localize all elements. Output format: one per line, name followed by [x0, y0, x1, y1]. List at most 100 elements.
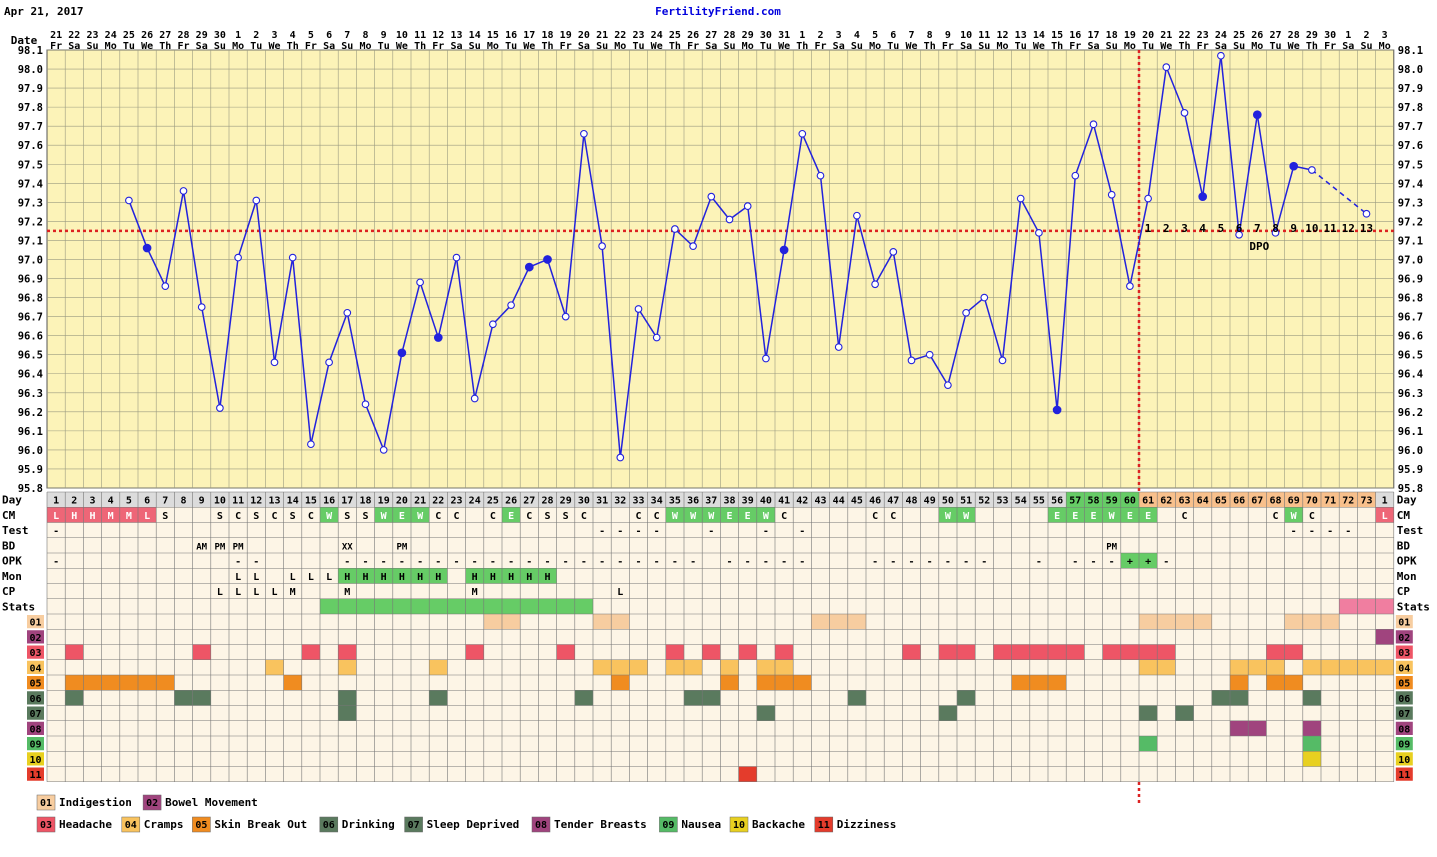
y-tick-label-left: 97.2 [18, 216, 43, 228]
y-tick-label-right: 97.6 [1398, 140, 1423, 152]
row-cell-text: XX [342, 542, 353, 552]
row-cell-text: - [1090, 557, 1096, 568]
row-cell-text: C [1309, 511, 1315, 522]
row-cell-text: H [417, 572, 423, 583]
y-tick-label-right: 96.9 [1398, 274, 1423, 286]
temperature-point [598, 242, 606, 250]
day-cell-highlight [1357, 492, 1376, 508]
cm-cell-highlight [374, 507, 393, 523]
symptom-cell [1066, 644, 1085, 660]
cycle-day-label: 33 [632, 496, 644, 507]
symptom-cell [938, 705, 957, 721]
y-tick-label-left: 97.0 [18, 254, 43, 266]
symptom-cell [756, 659, 775, 675]
row-cell-text: - [635, 526, 641, 537]
cycle-day-label: 71 [1324, 496, 1336, 507]
symptom-cell [1266, 675, 1285, 691]
symptom-cell [1375, 659, 1394, 675]
row-cell-text: - [690, 557, 696, 568]
row-cell-text: - [654, 526, 660, 537]
symptom-cell [702, 644, 721, 660]
day-cell-highlight [1084, 492, 1103, 508]
weekday-tick-label: Tu [505, 41, 517, 52]
temperature-point [1126, 282, 1134, 290]
row-cell-text: - [1345, 526, 1351, 537]
legend-swatch [814, 816, 834, 833]
temperature-point [1289, 161, 1299, 171]
temperature-line-segment [237, 200, 258, 258]
date-tick-label: 25 [669, 30, 681, 41]
cycle-day-label: 35 [669, 496, 681, 507]
legend-code: 10 [733, 820, 745, 831]
date-tick-label: 6 [326, 30, 332, 41]
date-tick-label: 23 [1197, 30, 1209, 41]
cycle-day-label: 30 [578, 496, 590, 507]
symptom-code-label-right: 08 [1398, 724, 1410, 735]
row-label-left: BD [2, 539, 16, 552]
weekday-tick-label: Fr [560, 41, 572, 52]
temperature-line-segment [255, 200, 276, 363]
weekday-tick-label: Mo [487, 41, 499, 52]
legend-label: Skin Break Out [214, 818, 307, 831]
y-tick-label-right: 98.1 [1398, 45, 1423, 57]
temperature-line-segment [874, 251, 894, 285]
symptom-cell [1157, 614, 1176, 630]
date-tick-label: 26 [1251, 30, 1263, 41]
site-link[interactable]: FertilityFriend.com [655, 5, 781, 18]
row-cell-text: W [763, 511, 770, 522]
cm-cell-highlight [1102, 507, 1121, 523]
temperature-line-segment [637, 308, 658, 338]
day-cell-highlight [1066, 492, 1085, 508]
day-cell-highlight [1266, 492, 1285, 508]
temperature-line-segment [1256, 114, 1277, 233]
cycle-day-label: 23 [450, 496, 462, 507]
row-cell-text: C [435, 511, 441, 522]
legend-swatch [192, 816, 211, 833]
date-tick-label: 28 [177, 30, 189, 41]
cm-cell-highlight [47, 507, 66, 523]
dpo-label: 9 [1290, 222, 1297, 235]
day-cell-highlight [1157, 492, 1176, 508]
date-tick-label: 8 [927, 30, 933, 41]
weekday-tick-label: Fr [50, 41, 62, 52]
symptom-cell [847, 614, 866, 630]
symptom-code-label-left: 04 [29, 663, 41, 674]
row-cell-text: C [1181, 511, 1187, 522]
weekday-tick-label: Su [1233, 41, 1245, 52]
weekday-tick-label: Sa [196, 41, 208, 52]
legend-swatch [142, 794, 162, 811]
weekday-tick-label: Mo [1379, 41, 1391, 52]
temperature-point [1271, 228, 1280, 237]
cycle-day-label: 70 [1306, 496, 1318, 507]
y-tick-label-left: 96.0 [18, 445, 43, 457]
row-cell-text: - [654, 557, 660, 568]
row-cell-text: - [726, 557, 732, 568]
symptom-cell [1339, 659, 1358, 675]
day-cell-highlight [1211, 492, 1230, 508]
symptom-cell [1175, 614, 1194, 630]
row-cell-text: H [344, 572, 350, 583]
opk-cell-highlight [1120, 553, 1139, 569]
date-tick-label: 19 [560, 30, 572, 41]
symptom-cell [1011, 675, 1030, 691]
symptom-cell [1248, 659, 1267, 675]
row-cell-text: - [599, 557, 605, 568]
date-tick-label: 22 [68, 30, 80, 41]
temperature-point [998, 356, 1007, 365]
symptom-cell [756, 705, 775, 721]
temperature-line-segment [1165, 66, 1186, 114]
row-cell-text: E [1090, 511, 1096, 522]
row-label-left: Mon [2, 570, 22, 583]
temperature-point [1052, 405, 1062, 415]
weekday-tick-label: Th [924, 41, 936, 52]
row-cell-text: C [581, 511, 587, 522]
y-tick-label-left: 96.6 [18, 331, 43, 343]
symptom-cell [1029, 675, 1048, 691]
cycle-day-label: 52 [978, 496, 990, 507]
y-tick-label-left: 96.5 [18, 350, 43, 362]
date-axis-label: Date [11, 34, 38, 47]
symptom-cell [957, 644, 976, 660]
temperature-point [779, 245, 789, 255]
cm-cell-highlight [119, 507, 138, 523]
